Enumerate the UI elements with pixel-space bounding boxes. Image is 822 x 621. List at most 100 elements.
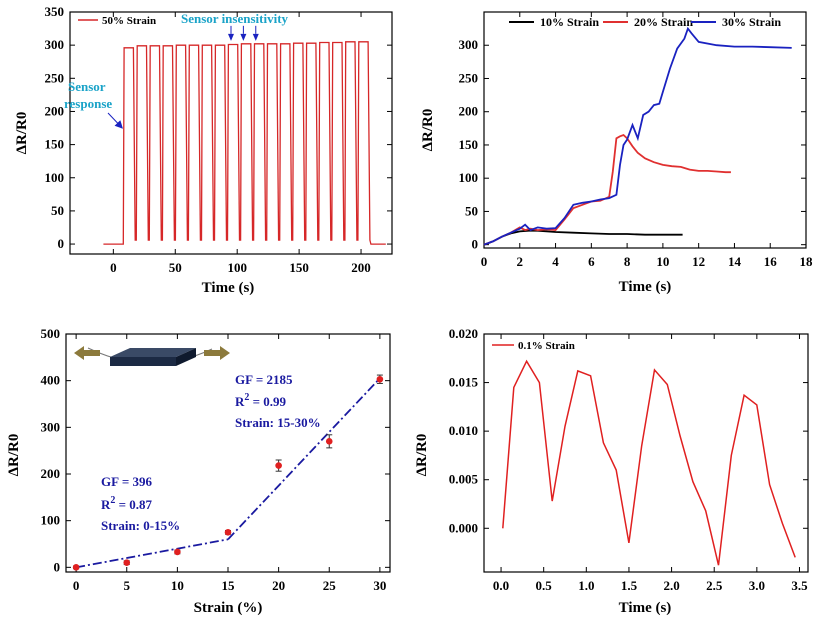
panel-a-legend-label: 50% Strain — [102, 15, 156, 27]
y-tick-label: 250 — [45, 70, 65, 85]
panel-b-legend-label-10: 10% Strain — [540, 15, 599, 29]
x-tick-label: 100 — [227, 260, 247, 275]
fit-2-r-text: R — [235, 394, 245, 409]
panel-b: 0 50 100 150 200 250 300 0 2 4 6 8 10 12 14 16 18 Time … — [420, 11, 813, 295]
fit-2-gf-label: GF = 2185 — [235, 372, 293, 387]
y-tick-label: 100 — [45, 170, 65, 185]
x-tick-label: 30 — [373, 578, 386, 593]
left-stretch-arrow-icon — [74, 346, 100, 360]
y-tick-label: 250 — [459, 70, 479, 85]
fit-2-r2-label: R2 = 0.99 — [235, 392, 287, 409]
series-50-strain-line — [103, 41, 386, 245]
x-tick-label: 200 — [351, 260, 371, 275]
down-arrow-icon — [252, 33, 259, 41]
y-tick-label: 300 — [41, 419, 61, 434]
panel-b-legend-label-20: 20% Strain — [634, 15, 693, 29]
x-tick-label: 10 — [171, 578, 184, 593]
y-tick-label: 0 — [54, 559, 61, 574]
x-tick-label: 0 — [481, 254, 488, 269]
series-line-20-strain — [483, 133, 731, 246]
x-tick-label: 1.5 — [621, 578, 638, 593]
panel-c-frame — [65, 333, 391, 573]
fit-1-r2-label: R2 = 0.87 — [101, 495, 153, 512]
y-tick-label: 500 — [41, 326, 61, 341]
fit-line-2 — [227, 377, 381, 540]
y-tick-label: 0.015 — [449, 375, 479, 390]
panel-c-data-points — [72, 374, 384, 571]
x-tick-label: 2.5 — [706, 578, 723, 593]
panel-a-series — [103, 41, 386, 245]
x-tick-label: 25 — [323, 578, 337, 593]
panel-c: 0 100 200 300 400 500 0 5 10 15 20 25 30 Strain (%)… — [6, 326, 391, 616]
x-tick-label: 0.5 — [536, 578, 553, 593]
film-front-face — [110, 357, 176, 366]
fit-2-range-label: Strain: 15-30% — [235, 415, 321, 430]
y-tick-label: 150 — [459, 137, 479, 152]
fit-1-range-label: Strain: 0-15% — [101, 518, 180, 533]
series-0-1-strain-line — [502, 359, 796, 566]
x-tick-label: 6 — [588, 254, 595, 269]
panel-b-frame — [483, 11, 807, 249]
data-point — [275, 462, 282, 469]
panel-a-annotation-insensitivity: Sensor insensitivity — [181, 11, 289, 26]
series-line-10-strain — [483, 229, 683, 246]
y-tick-label: 150 — [45, 137, 65, 152]
y-tick-label: 50 — [465, 203, 478, 218]
panel-b-legend-label-30: 30% Strain — [722, 15, 781, 29]
panel-a: 0 50 100 150 200 250 300 350 0 50 100 150 200 Time … — [14, 4, 393, 296]
x-tick-label: 150 — [289, 260, 309, 275]
x-tick-label: 0.0 — [493, 578, 509, 593]
y-tick-label: 0.005 — [449, 472, 479, 487]
y-tick-label: 0.010 — [449, 423, 478, 438]
fit-2-r-superscript: 2 — [244, 392, 249, 403]
film-top-face — [110, 348, 196, 357]
data-point — [224, 529, 232, 536]
panel-a-frame — [69, 11, 393, 255]
panel-c-fit-lines — [75, 377, 381, 569]
x-tick-label: 0 — [73, 578, 80, 593]
fit-1-r-text: R — [101, 497, 111, 512]
data-point — [72, 564, 80, 571]
panel-b-series — [483, 26, 792, 246]
y-tick-label: 0 — [58, 236, 65, 251]
x-tick-label: 20 — [272, 578, 285, 593]
panel-c-x-ticks: 0 5 10 15 20 25 30 — [73, 334, 386, 593]
y-tick-label: 0.000 — [449, 520, 478, 535]
y-tick-label: 300 — [45, 37, 65, 52]
series-line-30-strain — [483, 26, 792, 246]
film-side-face — [176, 348, 196, 366]
panel-a-x-label: Time (s) — [202, 280, 255, 296]
y-tick-label: 0.020 — [449, 326, 478, 341]
y-tick-label: 0 — [472, 237, 479, 252]
fit-1-gf-label: GF = 396 — [101, 474, 152, 489]
y-tick-label: 200 — [45, 103, 65, 118]
panel-d-x-label: Time (s) — [619, 600, 672, 616]
x-tick-label: 16 — [764, 254, 778, 269]
down-arrow-icon — [240, 33, 247, 41]
y-tick-label: 100 — [41, 513, 61, 528]
x-tick-label: 10 — [656, 254, 669, 269]
fit-2-r2-value: = 0.99 — [249, 394, 286, 409]
down-arrow-icon — [228, 33, 234, 41]
panel-c-inset-illustration — [74, 346, 230, 366]
x-tick-label: 2.0 — [663, 578, 679, 593]
panel-b-y-label: ΔR/R0 — [420, 109, 436, 152]
x-tick-label: 5 — [124, 578, 131, 593]
x-tick-label: 18 — [800, 254, 814, 269]
y-tick-label: 350 — [45, 4, 65, 19]
panel-d-y-label: ΔR/R0 — [414, 434, 430, 477]
panel-b-x-label: Time (s) — [619, 279, 672, 295]
y-tick-label: 400 — [41, 373, 61, 388]
x-tick-label: 8 — [624, 254, 631, 269]
panel-d: 0.000 0.005 0.010 0.015 0.020 0.0 0.5 1.0 1.5 2.… — [414, 326, 809, 616]
panel-c-x-label: Strain (%) — [194, 600, 263, 616]
panel-b-x-ticks: 0 2 4 6 8 10 12 14 16 18 — [481, 12, 813, 269]
x-tick-label: 3.0 — [749, 578, 765, 593]
right-stretch-arrow-icon — [204, 346, 230, 360]
x-tick-label: 4 — [552, 254, 559, 269]
panel-a-annotation-response: response — [64, 96, 112, 111]
panel-c-y-label: ΔR/R0 — [6, 434, 22, 477]
y-tick-label: 50 — [51, 203, 64, 218]
data-point — [123, 559, 131, 566]
data-point — [325, 438, 333, 445]
